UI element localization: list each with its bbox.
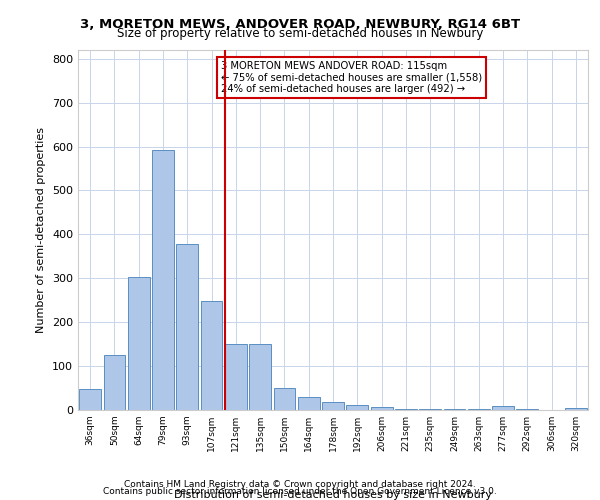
Text: 3, MORETON MEWS, ANDOVER ROAD, NEWBURY, RG14 6BT: 3, MORETON MEWS, ANDOVER ROAD, NEWBURY, … — [80, 18, 520, 30]
Bar — [517, 409, 538, 410]
Text: Contains public sector information licensed under the Open Government Licence v3: Contains public sector information licen… — [103, 487, 497, 496]
Bar — [395, 408, 417, 410]
Bar — [200, 301, 223, 410]
Text: Size of property relative to semi-detached houses in Newbury: Size of property relative to semi-detach… — [117, 28, 483, 40]
Text: 3 MORETON MEWS ANDOVER ROAD: 115sqm
← 75% of semi-detached houses are smaller (1: 3 MORETON MEWS ANDOVER ROAD: 115sqm ← 75… — [221, 61, 482, 94]
Bar — [346, 404, 368, 410]
Bar — [79, 390, 101, 410]
Bar — [371, 408, 392, 410]
Bar — [249, 344, 271, 410]
Bar — [443, 409, 466, 410]
Bar — [274, 388, 295, 410]
Bar — [298, 397, 320, 410]
Bar — [322, 402, 344, 410]
Bar — [225, 344, 247, 410]
Bar — [468, 409, 490, 410]
Text: Contains HM Land Registry data © Crown copyright and database right 2024.: Contains HM Land Registry data © Crown c… — [124, 480, 476, 489]
Bar — [565, 408, 587, 410]
Bar — [152, 150, 174, 410]
X-axis label: Distribution of semi-detached houses by size in Newbury: Distribution of semi-detached houses by … — [174, 490, 492, 500]
Bar — [492, 406, 514, 410]
Bar — [419, 408, 441, 410]
Bar — [104, 355, 125, 410]
Bar — [176, 244, 198, 410]
Y-axis label: Number of semi-detached properties: Number of semi-detached properties — [37, 127, 46, 333]
Bar — [128, 278, 149, 410]
